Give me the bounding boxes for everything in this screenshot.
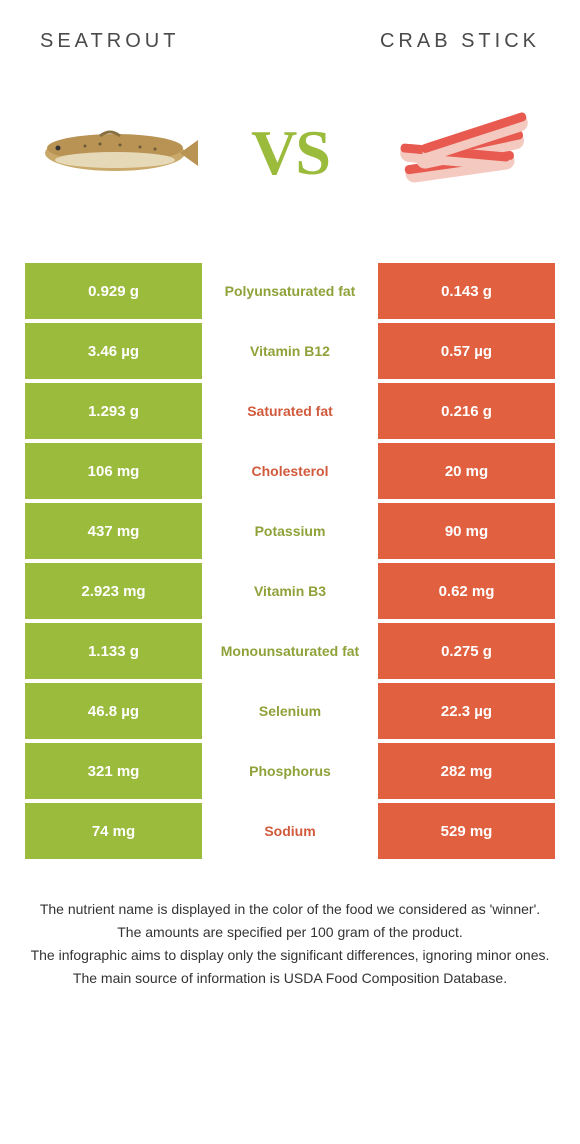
nutrient-label: Potassium [202,503,378,559]
nutrient-label: Vitamin B12 [202,323,378,379]
footer-line-2: The amounts are specified per 100 gram o… [30,922,550,943]
nutrient-label: Sodium [202,803,378,859]
right-value: 0.143 g [378,263,555,319]
crabstick-image [380,98,550,208]
left-value: 437 mg [25,503,202,559]
nutrient-label: Phosphorus [202,743,378,799]
left-value: 1.293 g [25,383,202,439]
right-value: 0.62 mg [378,563,555,619]
images-row: VS [0,63,580,263]
table-row: 1.293 gSaturated fat0.216 g [25,383,555,439]
nutrition-table: 0.929 gPolyunsaturated fat0.143 g3.46 µg… [25,263,555,859]
left-value: 1.133 g [25,623,202,679]
left-value: 74 mg [25,803,202,859]
left-value: 106 mg [25,443,202,499]
right-value: 0.57 µg [378,323,555,379]
right-food-title: Crab stick [380,30,540,53]
nutrient-label: Cholesterol [202,443,378,499]
right-value: 90 mg [378,503,555,559]
vs-text: VS [251,116,329,190]
seatrout-image [30,98,200,208]
right-value: 282 mg [378,743,555,799]
footer-notes: The nutrient name is displayed in the co… [30,899,550,989]
header-titles: Seatrout Crab stick [0,0,580,63]
right-value: 0.275 g [378,623,555,679]
table-row: 437 mgPotassium90 mg [25,503,555,559]
left-value: 0.929 g [25,263,202,319]
nutrient-label: Polyunsaturated fat [202,263,378,319]
nutrient-label: Monounsaturated fat [202,623,378,679]
right-value: 20 mg [378,443,555,499]
table-row: 1.133 gMonounsaturated fat0.275 g [25,623,555,679]
left-value: 46.8 µg [25,683,202,739]
right-value: 529 mg [378,803,555,859]
left-value: 321 mg [25,743,202,799]
table-row: 3.46 µgVitamin B120.57 µg [25,323,555,379]
table-row: 46.8 µgSelenium22.3 µg [25,683,555,739]
right-value: 0.216 g [378,383,555,439]
nutrient-label: Vitamin B3 [202,563,378,619]
nutrient-label: Selenium [202,683,378,739]
left-food-title: Seatrout [40,30,179,53]
table-row: 106 mgCholesterol20 mg [25,443,555,499]
nutrient-label: Saturated fat [202,383,378,439]
table-row: 0.929 gPolyunsaturated fat0.143 g [25,263,555,319]
table-row: 321 mgPhosphorus282 mg [25,743,555,799]
table-row: 74 mgSodium529 mg [25,803,555,859]
left-value: 2.923 mg [25,563,202,619]
table-row: 2.923 mgVitamin B30.62 mg [25,563,555,619]
footer-line-3: The infographic aims to display only the… [30,945,550,966]
footer-line-4: The main source of information is USDA F… [30,968,550,989]
footer-line-1: The nutrient name is displayed in the co… [30,899,550,920]
left-value: 3.46 µg [25,323,202,379]
right-value: 22.3 µg [378,683,555,739]
